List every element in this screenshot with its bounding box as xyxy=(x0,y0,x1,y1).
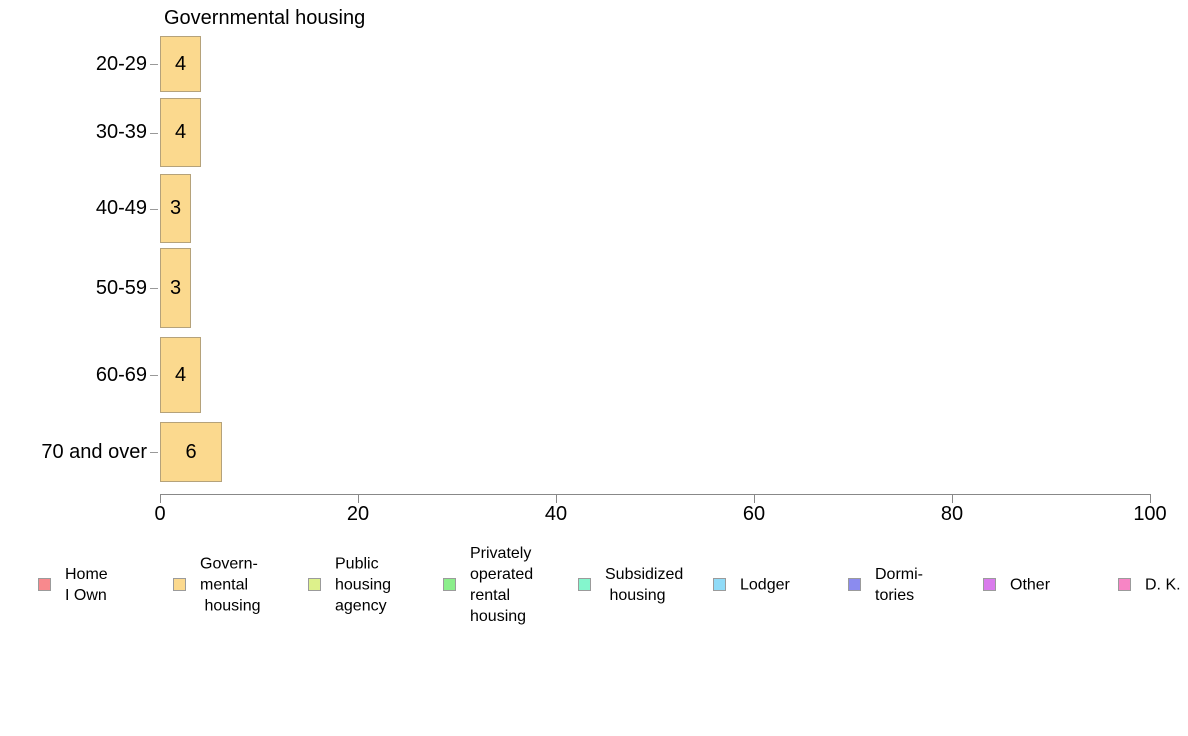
legend-label: Dormi- tories xyxy=(875,566,923,604)
legend-swatch xyxy=(1118,578,1131,591)
category-label: 20-29 xyxy=(95,52,147,75)
category-label: 60-69 xyxy=(95,363,147,386)
bar: 6 xyxy=(160,422,222,482)
x-axis-tick-label: 100 xyxy=(1133,503,1167,525)
bar-value-label: 4 xyxy=(174,363,187,386)
x-axis-line xyxy=(160,494,1151,495)
y-axis-tick xyxy=(150,288,158,289)
bar-value-label: 6 xyxy=(185,440,197,463)
x-axis-tick-label: 40 xyxy=(544,503,568,525)
legend-swatch xyxy=(848,578,861,591)
bar: 3 xyxy=(160,174,191,243)
x-axis-tick xyxy=(754,494,755,503)
y-axis-tick xyxy=(150,375,158,376)
bar: 4 xyxy=(160,337,201,413)
bar-value-label: 4 xyxy=(174,52,187,75)
x-axis-tick-label: 60 xyxy=(742,503,766,525)
legend-swatch xyxy=(713,578,726,591)
bar-row: 30-39 4 xyxy=(0,98,1188,167)
x-axis-tick xyxy=(358,494,359,503)
category-label: 40-49 xyxy=(95,197,147,219)
chart-title: Governmental housing xyxy=(164,7,366,29)
legend-label: Lodger xyxy=(740,576,790,594)
legend-swatch xyxy=(578,578,591,591)
legend-label: Other xyxy=(1010,576,1051,594)
legend-swatch xyxy=(173,578,186,591)
x-axis-tick-label: 80 xyxy=(940,503,964,525)
legend-label: D. K. xyxy=(1145,576,1181,594)
bar-row: 70 and over 6 xyxy=(0,422,1188,482)
legend-swatch xyxy=(983,578,996,591)
x-axis-tick xyxy=(1150,494,1151,503)
bar: 3 xyxy=(160,248,191,328)
legend-swatch xyxy=(308,578,321,591)
y-axis-tick xyxy=(150,452,158,453)
bar-row: 50-59 3 xyxy=(0,248,1188,328)
x-axis-tick xyxy=(952,494,953,503)
x-axis-tick xyxy=(556,494,557,503)
x-axis-tick-label: 0 xyxy=(154,503,166,525)
bar: 4 xyxy=(160,36,201,92)
legend-label: Privately operated rental housing xyxy=(470,545,534,625)
bar-value-label: 3 xyxy=(169,197,182,219)
category-label: 70 and over xyxy=(41,440,147,463)
bar-row: 40-49 3 xyxy=(0,174,1188,243)
legend-label: Public housing agency xyxy=(335,555,392,615)
category-label: 30-39 xyxy=(95,121,147,143)
bar: 4 xyxy=(160,98,201,167)
bar-row: 60-69 4 xyxy=(0,337,1188,413)
legend-label: Subsidized housing xyxy=(605,566,684,604)
bar-row: 20-29 4 xyxy=(0,36,1188,92)
y-axis-tick xyxy=(150,133,158,134)
legend-label: Home I Own xyxy=(65,566,108,604)
x-axis-tick xyxy=(160,494,161,503)
y-axis-tick xyxy=(150,209,158,210)
bar-value-label: 3 xyxy=(169,276,182,299)
legend-swatch xyxy=(38,578,51,591)
bar-value-label: 4 xyxy=(174,121,187,143)
x-axis-tick-label: 20 xyxy=(346,503,370,525)
category-label: 50-59 xyxy=(95,276,147,299)
y-axis-tick xyxy=(150,64,158,65)
legend-label: Govern- mental housing xyxy=(200,555,261,615)
legend-swatch xyxy=(443,578,456,591)
